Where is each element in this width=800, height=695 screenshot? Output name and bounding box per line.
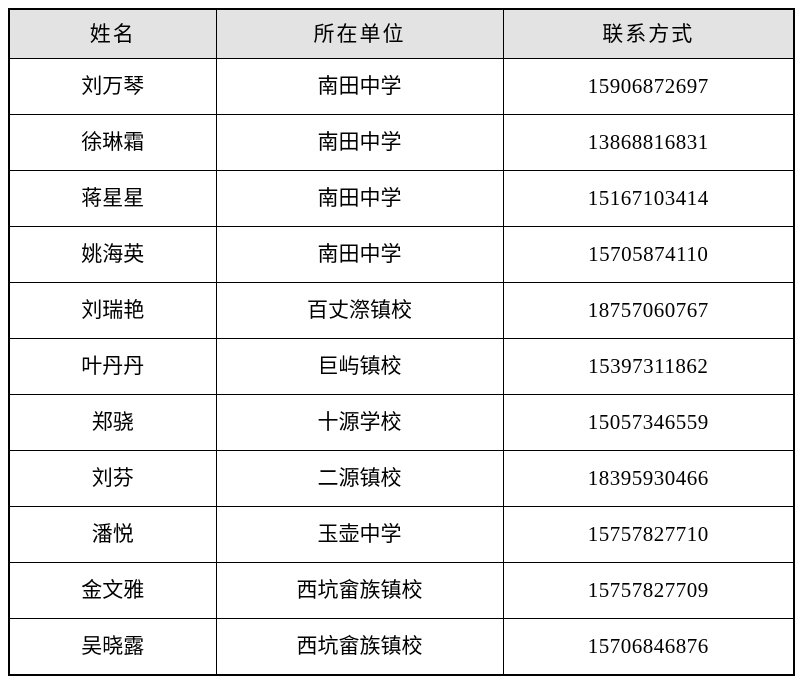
table-body: 刘万琴 南田中学 15906872697 徐琳霜 南田中学 1386881683… — [8, 58, 795, 676]
table-row: 刘万琴 南田中学 15906872697 — [8, 58, 795, 115]
phone-cell: 18757060767 — [502, 282, 795, 339]
header-row: 姓名 所在单位 联系方式 — [8, 8, 795, 59]
table-row: 潘悦 玉壶中学 15757827710 — [8, 506, 795, 563]
column-header-name: 姓名 — [8, 8, 217, 59]
unit-cell: 巨屿镇校 — [215, 338, 504, 395]
name-cell: 潘悦 — [8, 506, 217, 563]
name-cell: 金文雅 — [8, 562, 217, 619]
name-cell: 刘芬 — [8, 450, 217, 507]
table-row: 蒋星星 南田中学 15167103414 — [8, 170, 795, 227]
phone-cell: 15705874110 — [502, 226, 795, 283]
name-cell: 吴晓露 — [8, 618, 217, 676]
table-row: 徐琳霜 南田中学 13868816831 — [8, 114, 795, 171]
unit-cell: 二源镇校 — [215, 450, 504, 507]
column-header-unit: 所在单位 — [215, 8, 504, 59]
unit-cell: 玉壶中学 — [215, 506, 504, 563]
contact-table: 姓名 所在单位 联系方式 刘万琴 南田中学 15906872697 徐琳霜 南田… — [8, 8, 795, 676]
name-cell: 叶丹丹 — [8, 338, 217, 395]
table-row: 吴晓露 西坑畲族镇校 15706846876 — [8, 618, 795, 676]
name-cell: 徐琳霜 — [8, 114, 217, 171]
name-cell: 刘瑞艳 — [8, 282, 217, 339]
phone-cell: 15757827709 — [502, 562, 795, 619]
name-cell: 刘万琴 — [8, 58, 217, 115]
phone-cell: 15906872697 — [502, 58, 795, 115]
phone-cell: 15057346559 — [502, 394, 795, 451]
unit-cell: 百丈漈镇校 — [215, 282, 504, 339]
phone-cell: 18395930466 — [502, 450, 795, 507]
table-row: 姚海英 南田中学 15705874110 — [8, 226, 795, 283]
phone-cell: 15397311862 — [502, 338, 795, 395]
unit-cell: 南田中学 — [215, 170, 504, 227]
phone-cell: 15706846876 — [502, 618, 795, 676]
name-cell: 蒋星星 — [8, 170, 217, 227]
table-header: 姓名 所在单位 联系方式 — [8, 8, 795, 59]
unit-cell: 南田中学 — [215, 58, 504, 115]
unit-cell: 南田中学 — [215, 226, 504, 283]
phone-cell: 15167103414 — [502, 170, 795, 227]
column-header-contact: 联系方式 — [502, 8, 795, 59]
table-row: 叶丹丹 巨屿镇校 15397311862 — [8, 338, 795, 395]
unit-cell: 南田中学 — [215, 114, 504, 171]
table-row: 刘瑞艳 百丈漈镇校 18757060767 — [8, 282, 795, 339]
name-cell: 姚海英 — [8, 226, 217, 283]
phone-cell: 13868816831 — [502, 114, 795, 171]
name-cell: 郑骁 — [8, 394, 217, 451]
unit-cell: 十源学校 — [215, 394, 504, 451]
unit-cell: 西坑畲族镇校 — [215, 562, 504, 619]
phone-cell: 15757827710 — [502, 506, 795, 563]
table-row: 金文雅 西坑畲族镇校 15757827709 — [8, 562, 795, 619]
table-row: 郑骁 十源学校 15057346559 — [8, 394, 795, 451]
table-row: 刘芬 二源镇校 18395930466 — [8, 450, 795, 507]
unit-cell: 西坑畲族镇校 — [215, 618, 504, 676]
